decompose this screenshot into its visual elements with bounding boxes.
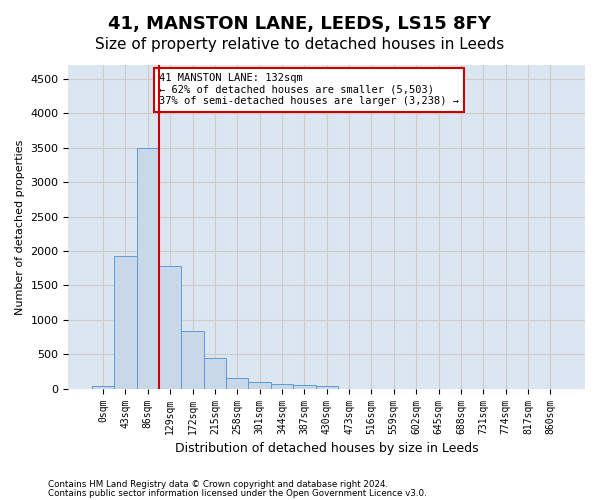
Text: Size of property relative to detached houses in Leeds: Size of property relative to detached ho… <box>95 38 505 52</box>
Text: 41 MANSTON LANE: 132sqm
← 62% of detached houses are smaller (5,503)
37% of semi: 41 MANSTON LANE: 132sqm ← 62% of detache… <box>159 74 459 106</box>
Text: Contains public sector information licensed under the Open Government Licence v3: Contains public sector information licen… <box>48 488 427 498</box>
Text: 41, MANSTON LANE, LEEDS, LS15 8FY: 41, MANSTON LANE, LEEDS, LS15 8FY <box>109 15 491 33</box>
Bar <box>293 385 316 388</box>
Bar <box>92 386 114 388</box>
Bar <box>181 331 204 388</box>
Bar <box>159 266 181 388</box>
Bar <box>114 256 137 388</box>
X-axis label: Distribution of detached houses by size in Leeds: Distribution of detached houses by size … <box>175 442 479 455</box>
Bar <box>271 384 293 388</box>
Bar <box>137 148 159 388</box>
Bar <box>204 358 226 388</box>
Text: Contains HM Land Registry data © Crown copyright and database right 2024.: Contains HM Land Registry data © Crown c… <box>48 480 388 489</box>
Bar <box>248 382 271 388</box>
Bar <box>226 378 248 388</box>
Y-axis label: Number of detached properties: Number of detached properties <box>15 139 25 314</box>
Bar <box>316 386 338 388</box>
